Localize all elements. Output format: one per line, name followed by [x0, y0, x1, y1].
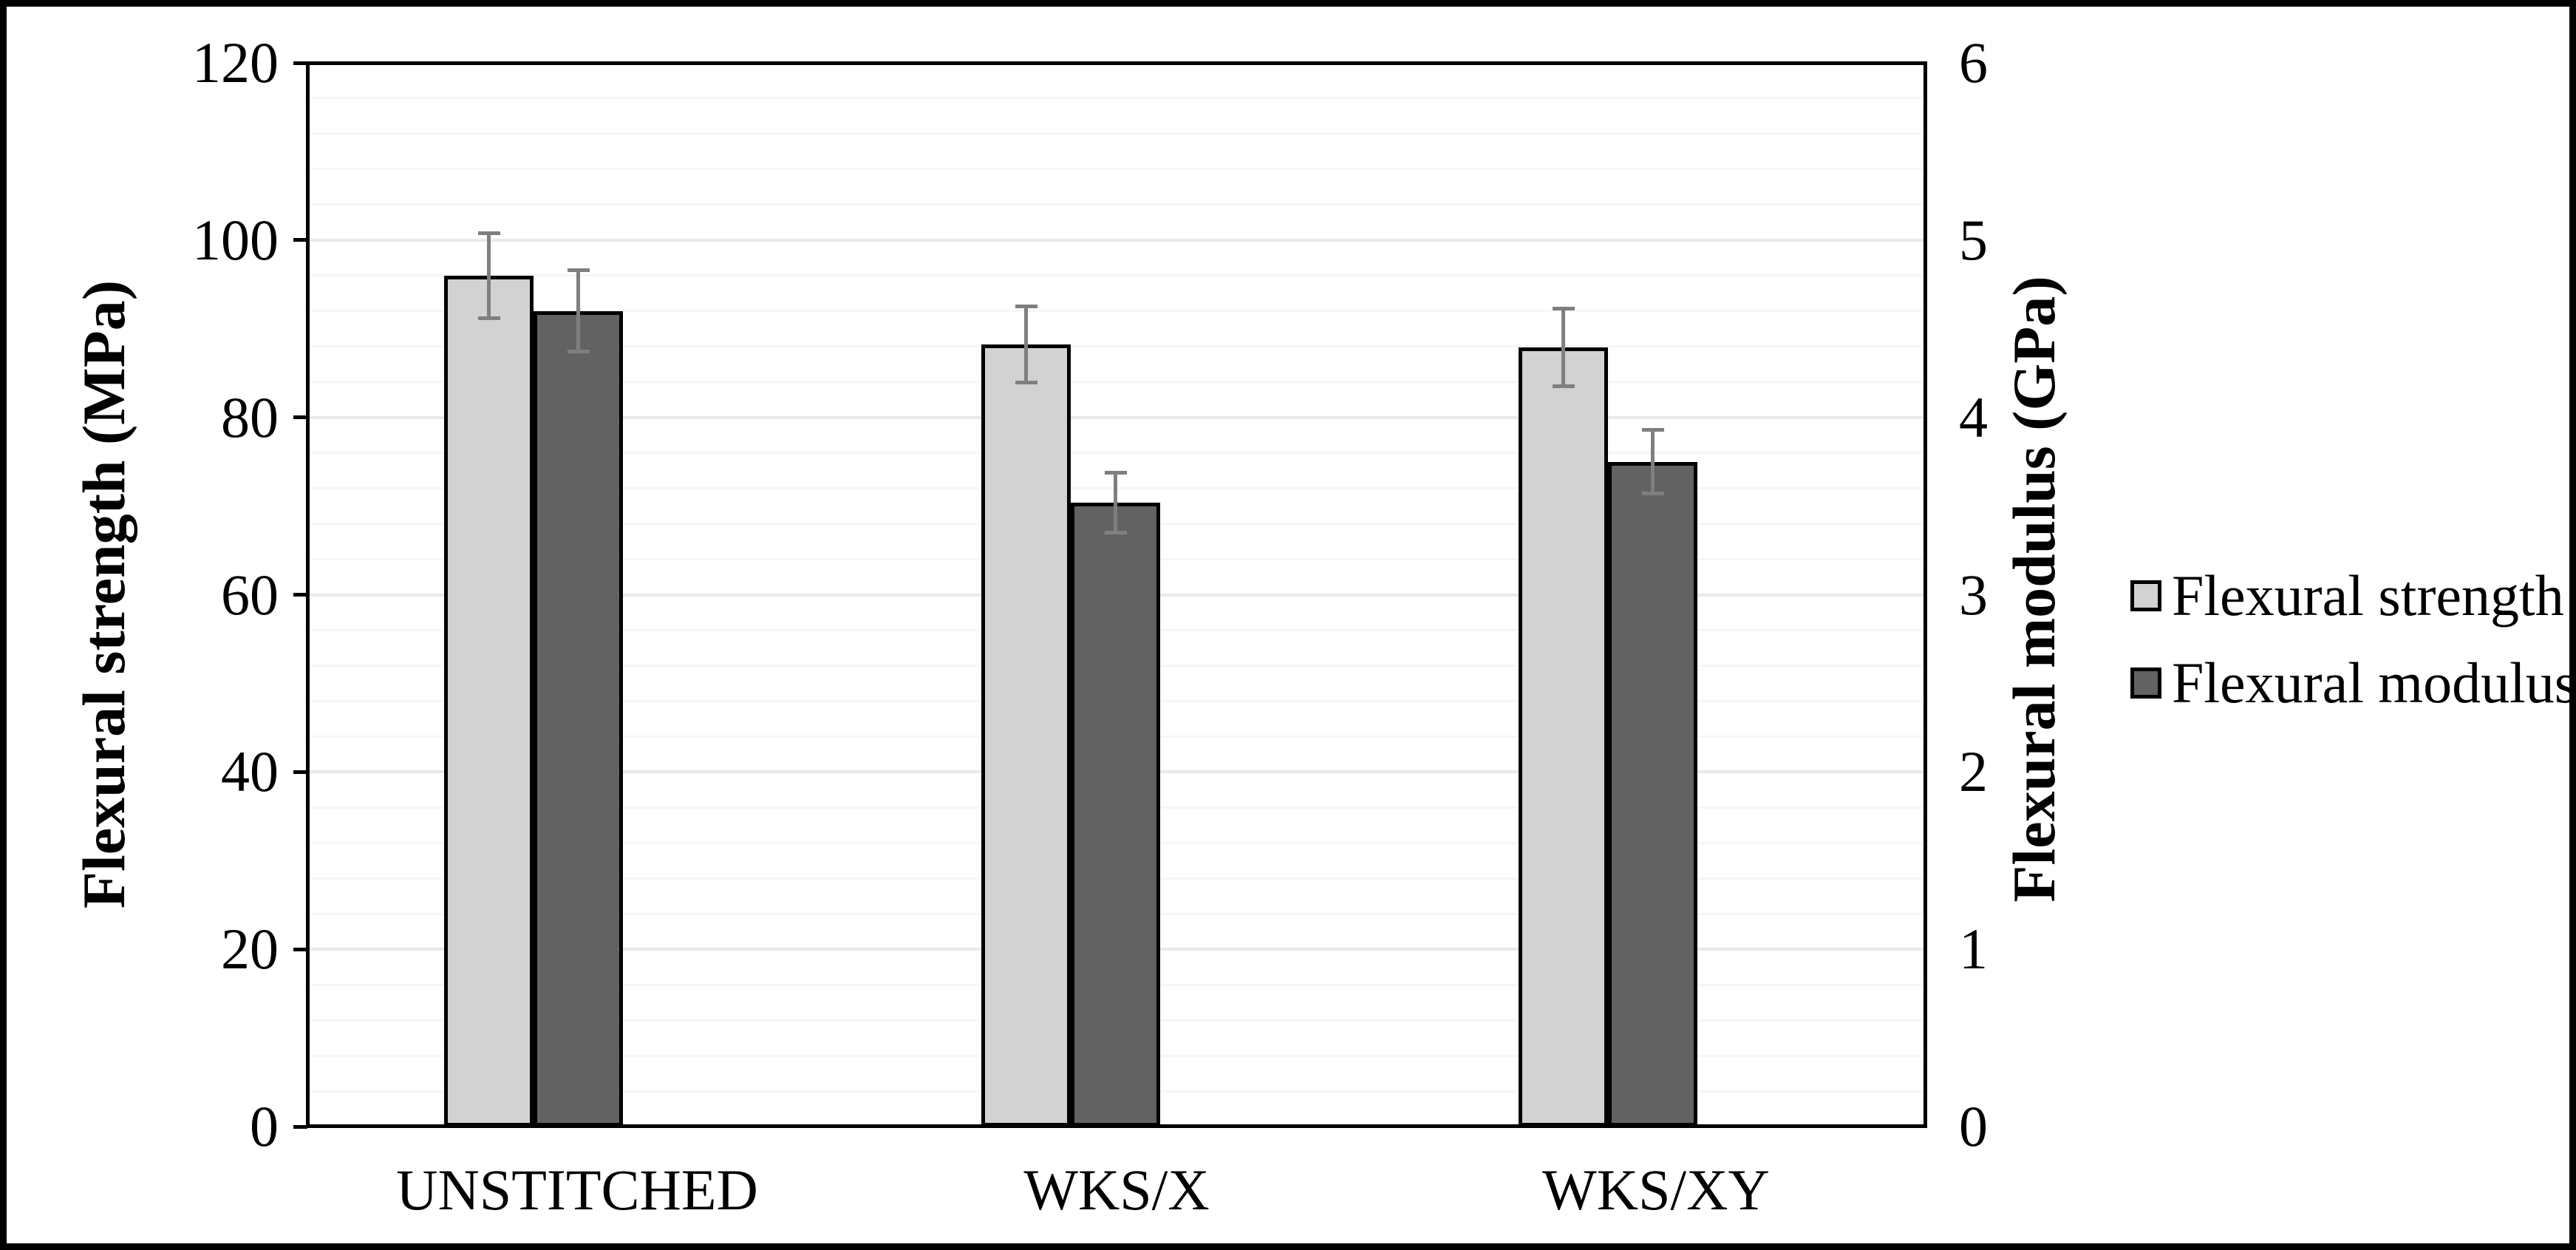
left-axis-tick-label: 60 [221, 562, 279, 627]
bar-flexural-modulus-wks-xy [1608, 461, 1697, 1127]
left-axis-tick-label: 100 [192, 207, 279, 272]
error-bar-flexural-modulus-wks-x-cap-top [1104, 470, 1127, 475]
bar-flexural-strength-unstitched [444, 275, 534, 1127]
minor-gridline [307, 274, 1926, 277]
error-bar-flexural-strength-unstitched-line [487, 233, 491, 319]
left-axis-tick [293, 770, 307, 774]
error-bar-flexural-modulus-wks-xy-cap-top [1641, 427, 1664, 432]
left-axis-tick [293, 61, 307, 65]
legend-item-flexural-modulus: Flexural modulus [2130, 651, 2576, 715]
error-bar-flexural-modulus-wks-xy-cap-bottom [1641, 492, 1664, 496]
left-axis-tick-label: 40 [221, 739, 279, 804]
right-axis-tick-label: 5 [1959, 207, 1988, 272]
error-bar-flexural-strength-unstitched-cap-bottom [477, 316, 500, 320]
legend-swatch-flexural-modulus [2130, 668, 2161, 699]
left-axis-tick-label: 0 [250, 1094, 279, 1158]
error-bar-flexural-strength-wks-xy-cap-top [1552, 306, 1575, 310]
right-axis-tick-label: 3 [1959, 562, 1988, 627]
error-bar-flexural-modulus-unstitched-line [576, 270, 580, 352]
error-bar-flexural-strength-wks-xy-cap-bottom [1552, 384, 1575, 389]
bar-flexural-strength-wks-x [981, 344, 1071, 1127]
right-axis-tick-label: 0 [1959, 1094, 1988, 1158]
right-axis-tick-label: 6 [1959, 30, 1988, 95]
left-axis-tick [293, 593, 307, 597]
right-axis-tick-label: 2 [1959, 739, 1988, 804]
error-bar-flexural-modulus-wks-x-line [1114, 472, 1117, 533]
right-axis-tick-label: 4 [1959, 384, 1988, 449]
legend-item-flexural-strength: Flexural strength [2130, 567, 2564, 625]
error-bar-flexural-strength-wks-x-cap-top [1015, 305, 1037, 309]
left-axis-tick [293, 947, 307, 951]
category-label-wks-xy: WKS/XY [1542, 1158, 1770, 1222]
error-bar-flexural-strength-wks-x-cap-bottom [1015, 381, 1037, 385]
category-label-wks-x: WKS/X [1023, 1158, 1210, 1222]
bar-flexural-strength-wks-xy [1519, 347, 1608, 1127]
bar-flexural-modulus-unstitched [534, 310, 623, 1127]
error-bar-flexural-strength-unstitched-cap-top [477, 231, 500, 235]
error-bar-flexural-modulus-wks-x-cap-bottom [1104, 531, 1127, 535]
error-bar-flexural-strength-wks-x-line [1024, 306, 1028, 383]
left-axis-tick-label: 20 [221, 917, 279, 982]
minor-gridline [307, 97, 1926, 100]
left-axis-tick [293, 415, 307, 420]
right-axis-tick-label: 1 [1959, 917, 1988, 982]
legend-label: Flexural strength [2172, 563, 2564, 628]
left-axis-tick-label: 80 [221, 384, 279, 449]
error-bar-flexural-modulus-wks-xy-line [1651, 429, 1655, 494]
minor-gridline [307, 203, 1926, 206]
minor-gridline [307, 168, 1926, 171]
left-axis-tick [293, 238, 307, 242]
bar-flexural-modulus-wks-x [1071, 502, 1160, 1127]
error-bar-flexural-modulus-unstitched-cap-bottom [567, 350, 590, 354]
left-axis-tick-label: 120 [192, 30, 279, 95]
minor-gridline [307, 132, 1926, 135]
legend-swatch-flexural-strength [2130, 580, 2161, 611]
left-axis-tick [293, 1124, 307, 1129]
major-gridline [307, 238, 1926, 242]
category-label-unstitched: UNSTITCHED [396, 1158, 758, 1222]
legend-label: Flexural modulus [2172, 651, 2576, 715]
error-bar-flexural-strength-wks-xy-line [1561, 308, 1565, 387]
error-bar-flexural-modulus-unstitched-cap-top [567, 268, 590, 273]
